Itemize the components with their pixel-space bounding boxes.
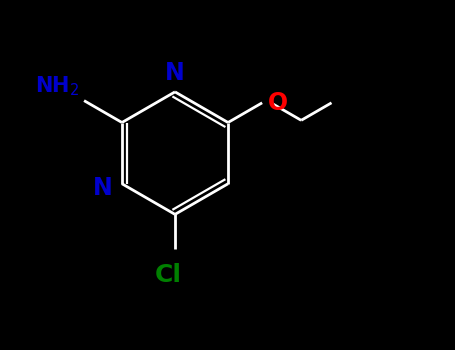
Text: N: N (92, 176, 112, 200)
Text: NH$_2$: NH$_2$ (35, 75, 80, 98)
Text: N: N (165, 61, 185, 85)
Text: Cl: Cl (155, 262, 182, 287)
Text: O: O (268, 91, 288, 115)
